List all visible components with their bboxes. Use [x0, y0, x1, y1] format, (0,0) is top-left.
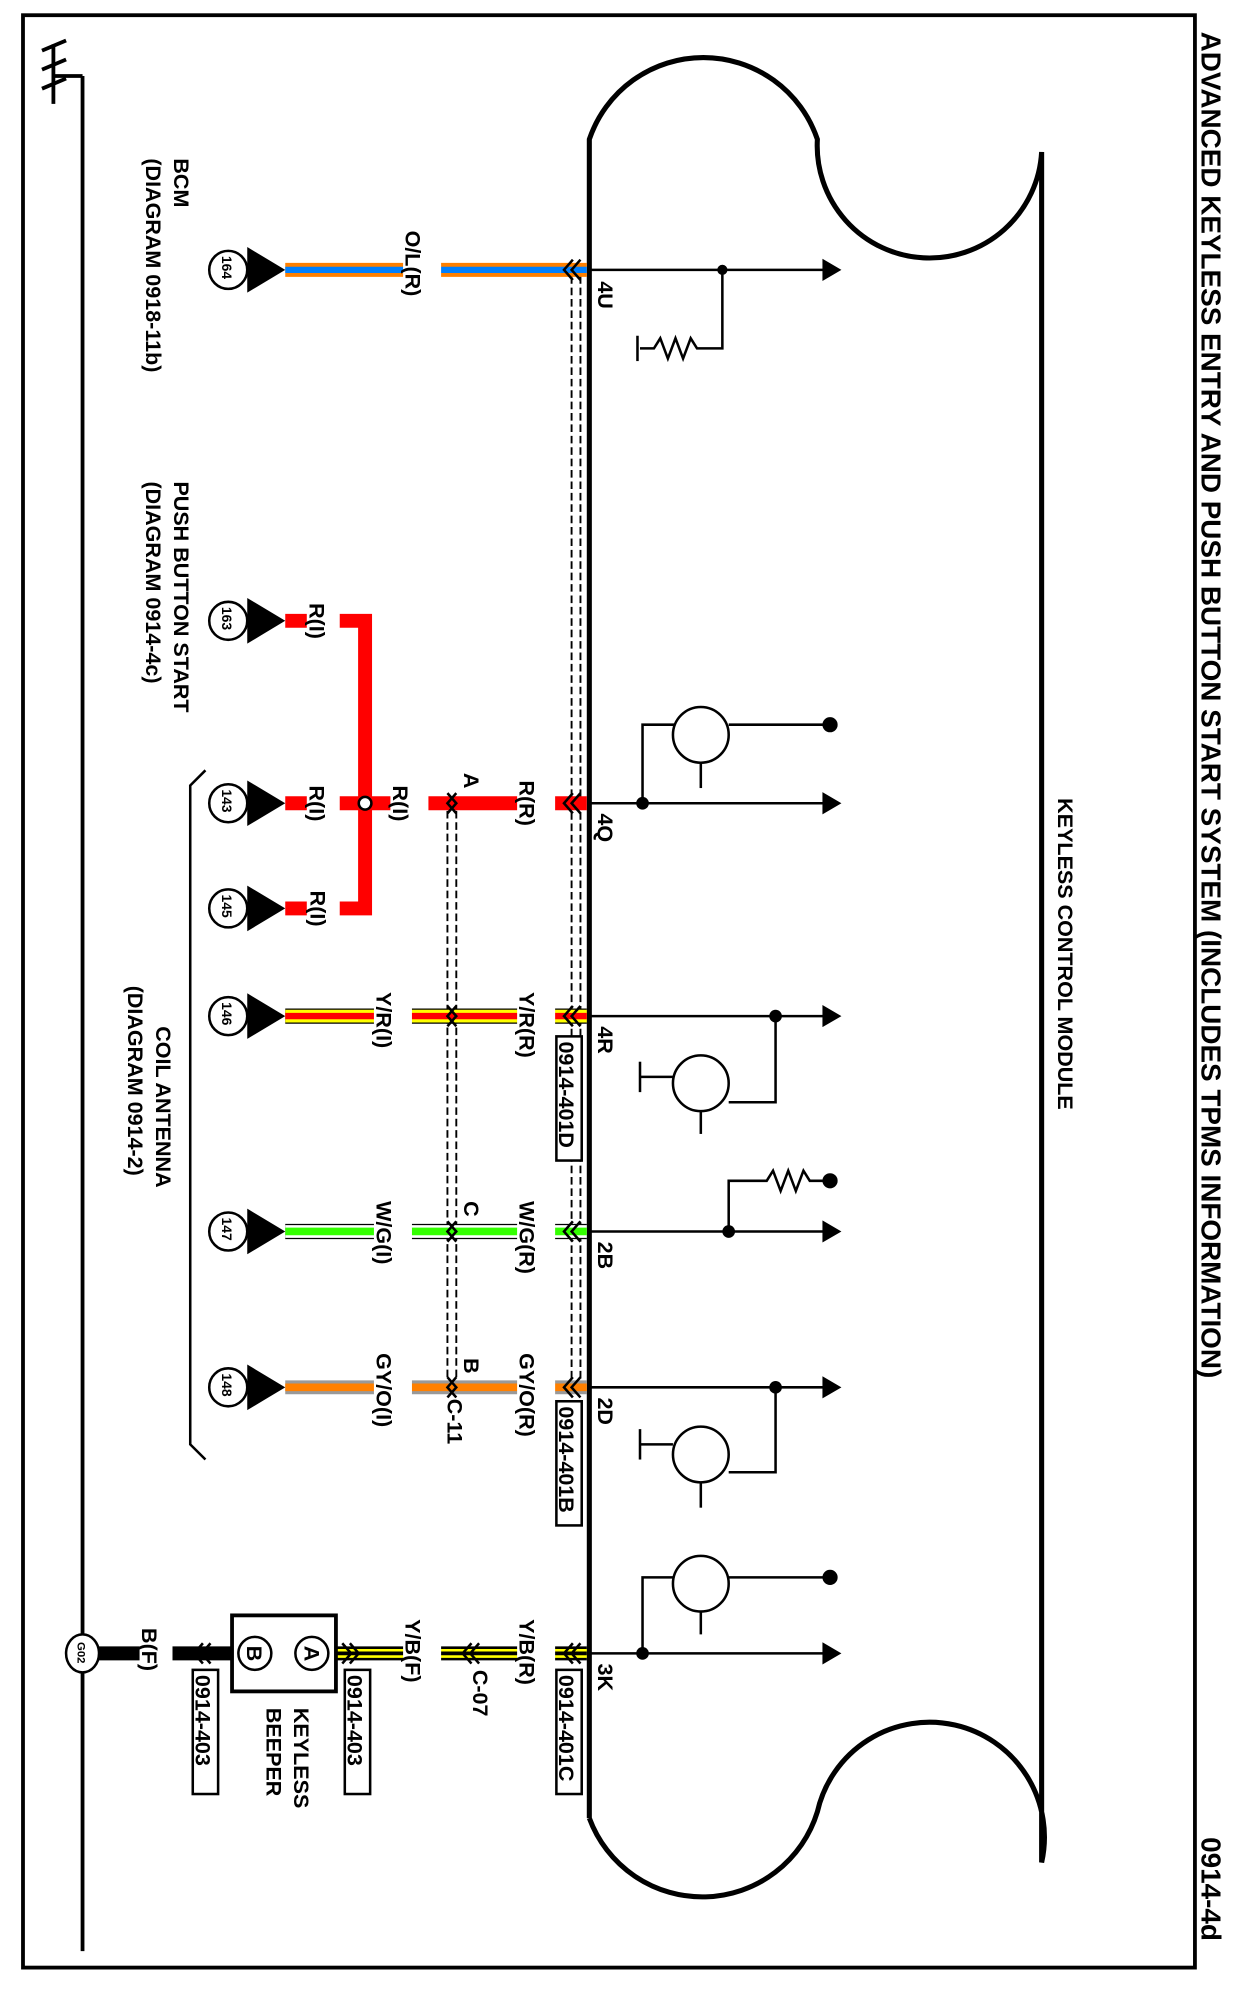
terminal-143[interactable]: 143 — [219, 789, 235, 812]
connector-ref-0914-401b[interactable]: 0914-401B — [554, 1406, 578, 1512]
beeper-name: BEEPER — [261, 1708, 285, 1797]
connector-ref-0914-401d[interactable]: 0914-401D — [554, 1041, 578, 1147]
terminal-164[interactable]: 164 — [219, 256, 235, 279]
beeper-pin-a: A — [299, 1646, 323, 1662]
terminal-148[interactable]: 148 — [219, 1373, 235, 1396]
shield-lines — [446, 276, 582, 1388]
diagram-number: 0914-4d — [1195, 1837, 1226, 1941]
ground-label: G02 — [74, 1642, 86, 1664]
beeper-pin-b: B — [242, 1646, 266, 1662]
terminal-146[interactable]: 146 — [219, 1002, 235, 1025]
wire-label: W/G(R) — [515, 1201, 539, 1274]
beeper-name: KEYLESS — [289, 1708, 313, 1808]
pin-2d: 2D — [593, 1397, 617, 1425]
inline-pin-label: C — [459, 1201, 483, 1217]
connector-label: C-07 — [468, 1670, 492, 1717]
wire-label: R(I) — [306, 891, 330, 927]
coil-antenna-bracket — [188, 769, 207, 1461]
wire-label: R(I) — [304, 786, 328, 822]
splice-dot — [357, 795, 373, 811]
wire-label: Y/R(I) — [371, 992, 395, 1048]
coil-antenna-ref[interactable]: (DIAGRAM 0914-2) — [123, 986, 147, 1176]
wire-label: R(R) — [515, 780, 539, 825]
pin-4u: 4U — [593, 281, 617, 309]
wire-label: O/L(R) — [401, 231, 425, 297]
ground-point-g02 — [64, 1633, 101, 1674]
connector-ref-0914-401c[interactable]: 0914-401C — [554, 1675, 578, 1781]
wire-label: R(I) — [388, 786, 412, 822]
terminal-163[interactable]: 163 — [219, 607, 235, 630]
wire-label: GY/O(R) — [515, 1353, 539, 1437]
pin-2b: 2B — [593, 1242, 617, 1270]
push-button-start-label: PUSH BUTTON START — [169, 481, 193, 712]
inline-pin-label: B — [459, 1358, 483, 1374]
keyless-beeper: A B KEYLESS BEEPER — [230, 1613, 338, 1808]
wire-label: Y/B(F) — [401, 1619, 425, 1682]
wire-label: B(F) — [137, 1628, 161, 1671]
wire-label: R(I) — [304, 603, 328, 639]
bcm-ref[interactable]: (DIAGRAM 0918-11b) — [141, 158, 165, 372]
wire-label: GY/O(I) — [371, 1353, 395, 1427]
module-internal-circuits — [589, 258, 842, 1665]
wire-label: W/G(I) — [371, 1201, 395, 1264]
bcm-label: BCM — [169, 158, 193, 207]
page-border — [21, 13, 1197, 1970]
pin-3k: 3K — [593, 1664, 617, 1692]
wire-label: Y/B(R) — [515, 1619, 539, 1685]
connector-ref-0914-403[interactable]: 0914-403 — [190, 1675, 214, 1766]
module-name: KEYLESS CONTROL MODULE — [1053, 798, 1077, 1110]
terminal-147[interactable]: 147 — [219, 1218, 235, 1241]
coil-antenna-label: COIL ANTENNA — [151, 1026, 175, 1187]
page-title: ADVANCED KEYLESS ENTRY AND PUSH BUTTON S… — [1195, 32, 1226, 1379]
wire-label: Y/R(R) — [515, 992, 539, 1058]
push-button-start-ref[interactable]: (DIAGRAM 0914-4c) — [141, 481, 165, 683]
connector-chevrons — [192, 258, 582, 1665]
connector-ref-0914-403[interactable]: 0914-403 — [342, 1675, 366, 1766]
pin-4q: 4Q — [593, 813, 617, 842]
pin-4r: 4R — [593, 1026, 617, 1054]
keyless-control-module-outline — [586, 55, 1047, 1900]
inline-pin-label: A — [459, 773, 483, 789]
connector-label: C-11 — [442, 1399, 466, 1444]
terminal-145[interactable]: 145 — [219, 894, 235, 917]
terminal-arrows — [247, 247, 286, 1411]
